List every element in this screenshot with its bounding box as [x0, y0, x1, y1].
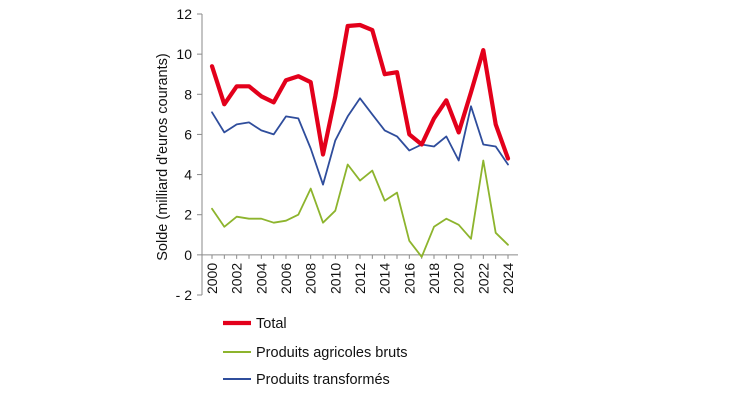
x-tick-label: 2002 — [229, 263, 245, 294]
x-tick-label: 2012 — [352, 263, 368, 294]
y-axis: 12 10 8 6 4 2 0 - 2 — [176, 6, 203, 303]
x-tick-label: 2010 — [327, 263, 343, 294]
x-tick-label: 2022 — [475, 263, 491, 294]
x-tick-label: 2018 — [426, 263, 442, 294]
x-tick-label: 2006 — [278, 263, 294, 294]
legend-label: Produits transformés — [256, 372, 390, 388]
y-tick-label: 0 — [184, 247, 192, 263]
x-tick-label: 2024 — [500, 263, 516, 294]
y-tick-label: 6 — [184, 126, 192, 142]
y-axis-title: Solde (milliard d'euros courants) — [155, 53, 171, 260]
y-tick-label: - 2 — [176, 287, 193, 303]
y-tick-label: 12 — [176, 6, 192, 22]
y-tick-label: 4 — [184, 167, 192, 183]
series-line-produits-transform-s — [211, 97, 509, 186]
x-axis: 2000 2002 2004 2006 2008 2010 2012 2014 2016 2018… — [202, 254, 518, 294]
y-tick-label: 2 — [184, 207, 192, 223]
y-tick-label: 10 — [176, 46, 192, 62]
y-tick-label: 8 — [184, 86, 192, 102]
series-line-produits-agricoles-bruts — [211, 159, 509, 258]
legend-label: Produits agricoles bruts — [256, 345, 408, 361]
series-line-total — [209, 22, 511, 161]
x-tick-label: 2008 — [303, 263, 319, 294]
series-layer — [209, 22, 511, 258]
x-tick-label: 2014 — [377, 263, 393, 294]
legend-label: Total — [256, 316, 287, 332]
x-tick-label: 2016 — [401, 263, 417, 294]
x-tick-label: 2020 — [451, 263, 467, 294]
legend: Total Produits agricoles bruts Produits tr… — [223, 316, 408, 388]
x-tick-label: 2004 — [253, 263, 269, 294]
x-tick-label: 2000 — [204, 263, 220, 294]
